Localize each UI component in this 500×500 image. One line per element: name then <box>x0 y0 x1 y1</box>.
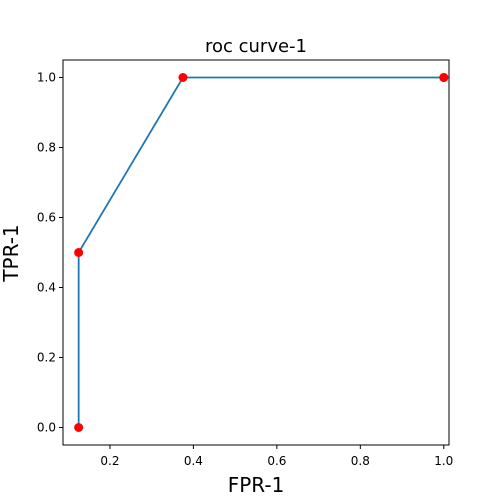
x-tick-label: 0.2 <box>100 454 119 468</box>
y-tick-label: 0.2 <box>37 351 56 365</box>
roc-point <box>439 73 449 82</box>
chart-title: roc curve-1 <box>205 36 307 57</box>
y-tick-label: 1.0 <box>37 71 56 85</box>
y-tick-label: 0.4 <box>37 281 56 295</box>
x-tick-label: 0.4 <box>184 454 203 468</box>
plot-area-frame <box>62 59 450 446</box>
x-axis-label: FPR-1 <box>228 473 285 497</box>
x-tick-label: 0.6 <box>267 454 286 468</box>
roc-point <box>74 423 84 432</box>
x-tick-label: 1.0 <box>434 454 453 468</box>
y-tick-label: 0.0 <box>37 421 56 435</box>
x-tick-label: 0.8 <box>351 454 370 468</box>
series-layer <box>74 73 449 432</box>
y-tick-label: 0.6 <box>37 211 56 225</box>
y-axis-label: TPR-1 <box>0 224 23 282</box>
roc-point <box>74 248 84 257</box>
roc-point <box>178 73 188 82</box>
y-tick-label: 0.8 <box>37 141 56 155</box>
roc-curve-line <box>77 76 444 428</box>
x-axis-ticks: 0.2 0.4 0.6 0.8 1.0 <box>100 445 453 468</box>
y-axis-ticks: 0.0 0.2 0.4 0.6 0.8 1.0 <box>37 71 63 435</box>
